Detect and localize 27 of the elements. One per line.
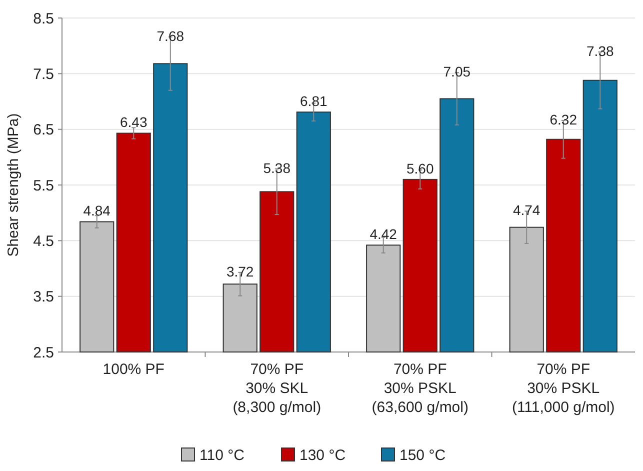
data-label: 4.74 bbox=[512, 202, 540, 218]
data-label: 7.38 bbox=[586, 42, 614, 59]
legend-label: 130 °C bbox=[300, 447, 346, 464]
legend-label: 110 °C bbox=[200, 447, 245, 464]
data-label: 5.38 bbox=[263, 160, 291, 176]
data-label: 6.81 bbox=[300, 93, 328, 110]
x-tick-label: 70% PF 30% SKL (8,300 g/mol) bbox=[232, 361, 322, 416]
legend-label: 150 °C bbox=[400, 447, 446, 464]
data-label: 5.60 bbox=[406, 160, 434, 176]
data-label: 4.42 bbox=[370, 226, 398, 242]
data-label: 7.05 bbox=[443, 64, 471, 80]
y-axis-title: Shear strength (MPa) bbox=[5, 113, 22, 257]
data-label: 6.43 bbox=[120, 114, 148, 130]
data-label: 7.68 bbox=[156, 28, 184, 44]
data-label: 4.84 bbox=[83, 202, 111, 219]
y-tick-label: 8.5 bbox=[33, 10, 54, 28]
y-tick-label: 3.5 bbox=[33, 288, 54, 306]
data-label: 3.72 bbox=[226, 263, 254, 280]
x-tick-label: 70% PF 30% PSKL (63,600 g/mol) bbox=[372, 361, 468, 416]
y-tick-label: 2.5 bbox=[33, 344, 54, 362]
y-tick-label: 4.5 bbox=[33, 232, 54, 250]
x-tick-label: 70% PF 30% PSKL (111,000 g/mol) bbox=[512, 361, 615, 416]
y-tick-label: 7.5 bbox=[33, 66, 54, 83]
data-label: 6.32 bbox=[550, 111, 578, 128]
y-tick-label: 5.5 bbox=[33, 177, 54, 194]
x-tick-label: 100% PF bbox=[102, 361, 164, 378]
y-tick-label: 6.5 bbox=[33, 122, 54, 139]
